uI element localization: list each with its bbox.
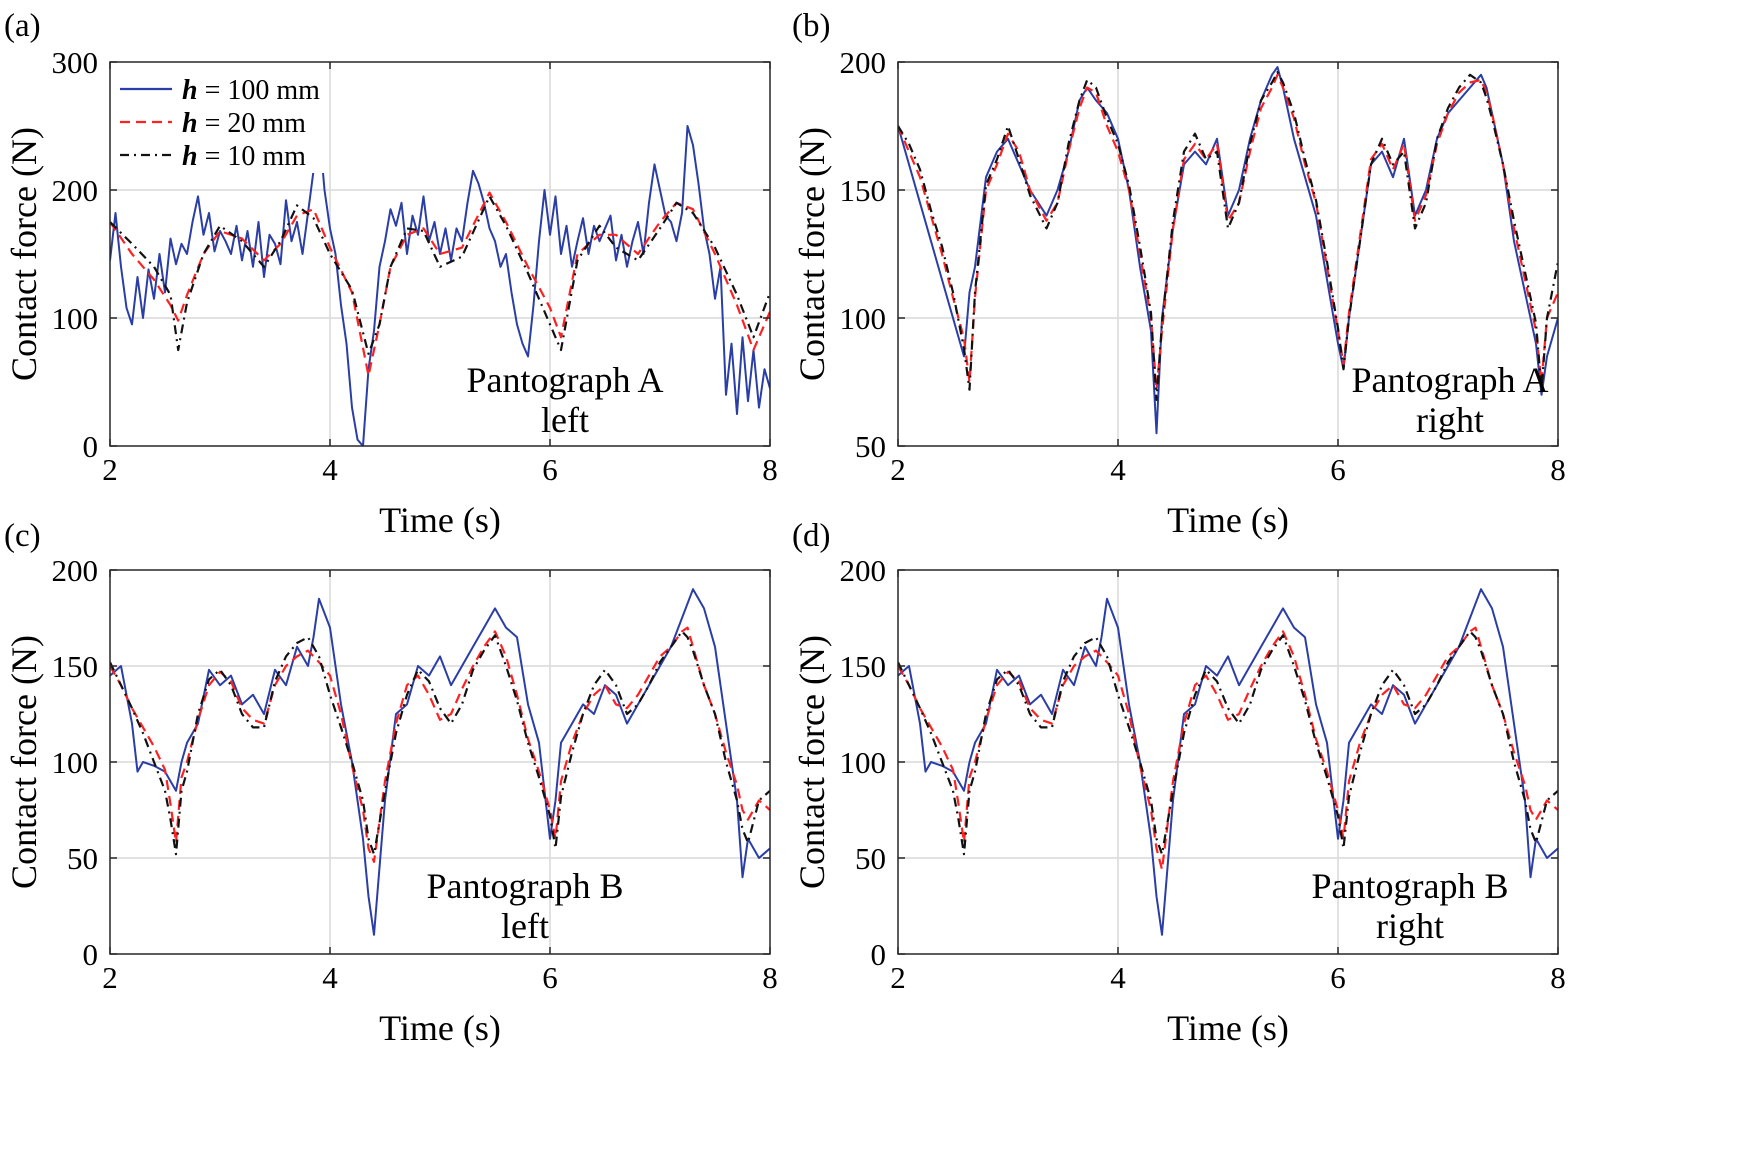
panel-label: (b) <box>792 8 830 44</box>
series-line-100mm <box>110 588 770 936</box>
x-tick-label: 2 <box>890 960 906 995</box>
chart-panel-d: 2 4 6 8 0 50 100 150 200 Time (s) Contact force (N… <box>792 518 1566 1048</box>
y-tick-label: 200 <box>840 553 887 588</box>
y-tick-label: 200 <box>840 45 887 80</box>
x-tick-label: 6 <box>542 960 558 995</box>
y-tick-label: 200 <box>52 173 99 208</box>
pantograph-label: Pantograph A <box>467 360 664 400</box>
series-line-20mm <box>110 626 770 863</box>
y-tick-label: 100 <box>52 745 99 780</box>
pantograph-side-label: right <box>1416 400 1484 440</box>
axes-frame <box>897 61 1559 447</box>
y-tick-label: 300 <box>52 45 99 80</box>
legend-entry-italic: h <box>182 75 198 106</box>
legend: h = 100 mmh = 20 mmh = 10 mm <box>111 63 329 173</box>
x-axis-label: Time (s) <box>1167 500 1289 540</box>
legend-entry: h = 10 mm <box>182 141 306 172</box>
pantograph-label: Pantograph B <box>427 866 624 906</box>
series-line-10mm <box>110 630 770 856</box>
x-axis-label: Time (s) <box>379 1008 501 1048</box>
series-group <box>110 125 770 446</box>
x-tick-label: 8 <box>762 960 778 995</box>
x-axis-label: Time (s) <box>379 500 501 540</box>
legend-entry-italic: h <box>182 108 198 139</box>
series-line-10mm <box>898 71 1558 401</box>
x-tick-label: 2 <box>890 452 906 487</box>
x-tick-label: 6 <box>1330 452 1346 487</box>
legend-entry-italic: h <box>182 141 198 172</box>
chart-panel-b: 2 4 6 8 50 100 150 200 Time (s) Contact force (N)… <box>792 8 1566 540</box>
pantograph-side-label: left <box>541 400 589 440</box>
plot-area <box>898 62 1558 446</box>
y-tick-label: 100 <box>840 745 887 780</box>
legend-entry: h = 20 mm <box>182 108 306 139</box>
panel-label: (a) <box>4 8 41 44</box>
x-tick-label: 2 <box>102 452 118 487</box>
series-group <box>898 588 1558 936</box>
y-tick-label: 50 <box>67 841 98 876</box>
x-tick-label: 6 <box>542 452 558 487</box>
y-tick-label: 100 <box>52 301 99 336</box>
y-axis-label: Contact force (N) <box>792 635 832 889</box>
y-tick-label: 100 <box>840 301 887 336</box>
panel-label: (d) <box>792 518 830 554</box>
y-tick-label: 150 <box>52 649 99 684</box>
y-axis-label: Contact force (N) <box>4 635 44 889</box>
chart-panel-c: 2 4 6 8 0 50 100 150 200 Time (s) Contact force (N… <box>4 518 778 1048</box>
y-tick-label: 0 <box>83 937 99 972</box>
series-group <box>898 66 1558 435</box>
y-tick-label: 0 <box>871 937 887 972</box>
legend-entry: h = 100 mm <box>182 75 320 106</box>
x-tick-label: 8 <box>762 452 778 487</box>
x-tick-label: 4 <box>1110 960 1126 995</box>
y-axis-label: Contact force (N) <box>792 127 832 381</box>
y-tick-label: 0 <box>83 429 99 464</box>
chart-panel-a: 2 4 6 8 0 100 200 300 Time (s) Contact force (N) (… <box>4 8 778 540</box>
x-tick-label: 8 <box>1550 960 1566 995</box>
axes-frame <box>109 61 771 447</box>
series-line-100mm <box>110 125 770 446</box>
pantograph-label: Pantograph B <box>1312 866 1509 906</box>
x-tick-label: 4 <box>322 452 338 487</box>
y-tick-label: 50 <box>855 841 886 876</box>
y-axis-label: Contact force (N) <box>4 127 44 381</box>
x-axis-label: Time (s) <box>1167 1008 1289 1048</box>
x-tick-label: 2 <box>102 960 118 995</box>
legend-entry-rest: = 10 mm <box>198 141 307 172</box>
panel-label: (c) <box>4 518 41 554</box>
y-tick-label: 150 <box>840 649 887 684</box>
pantograph-side-label: left <box>501 906 549 946</box>
y-tick-label: 50 <box>855 429 886 464</box>
legend-entry-rest: = 100 mm <box>198 75 321 106</box>
series-line-10mm <box>110 195 770 355</box>
series-line-20mm <box>898 626 1558 871</box>
legend-entry-rest: = 20 mm <box>198 108 307 139</box>
pantograph-label: Pantograph A <box>1352 360 1549 400</box>
series-group <box>110 588 770 936</box>
series-line-10mm <box>898 630 1558 856</box>
y-tick-label: 200 <box>52 553 99 588</box>
series-line-100mm <box>898 588 1558 936</box>
y-tick-label: 150 <box>840 173 887 208</box>
x-tick-label: 6 <box>1330 960 1346 995</box>
series-line-100mm <box>898 66 1558 435</box>
x-tick-label: 4 <box>322 960 338 995</box>
pantograph-side-label: right <box>1376 906 1444 946</box>
x-tick-label: 4 <box>1110 452 1126 487</box>
x-tick-label: 8 <box>1550 452 1566 487</box>
